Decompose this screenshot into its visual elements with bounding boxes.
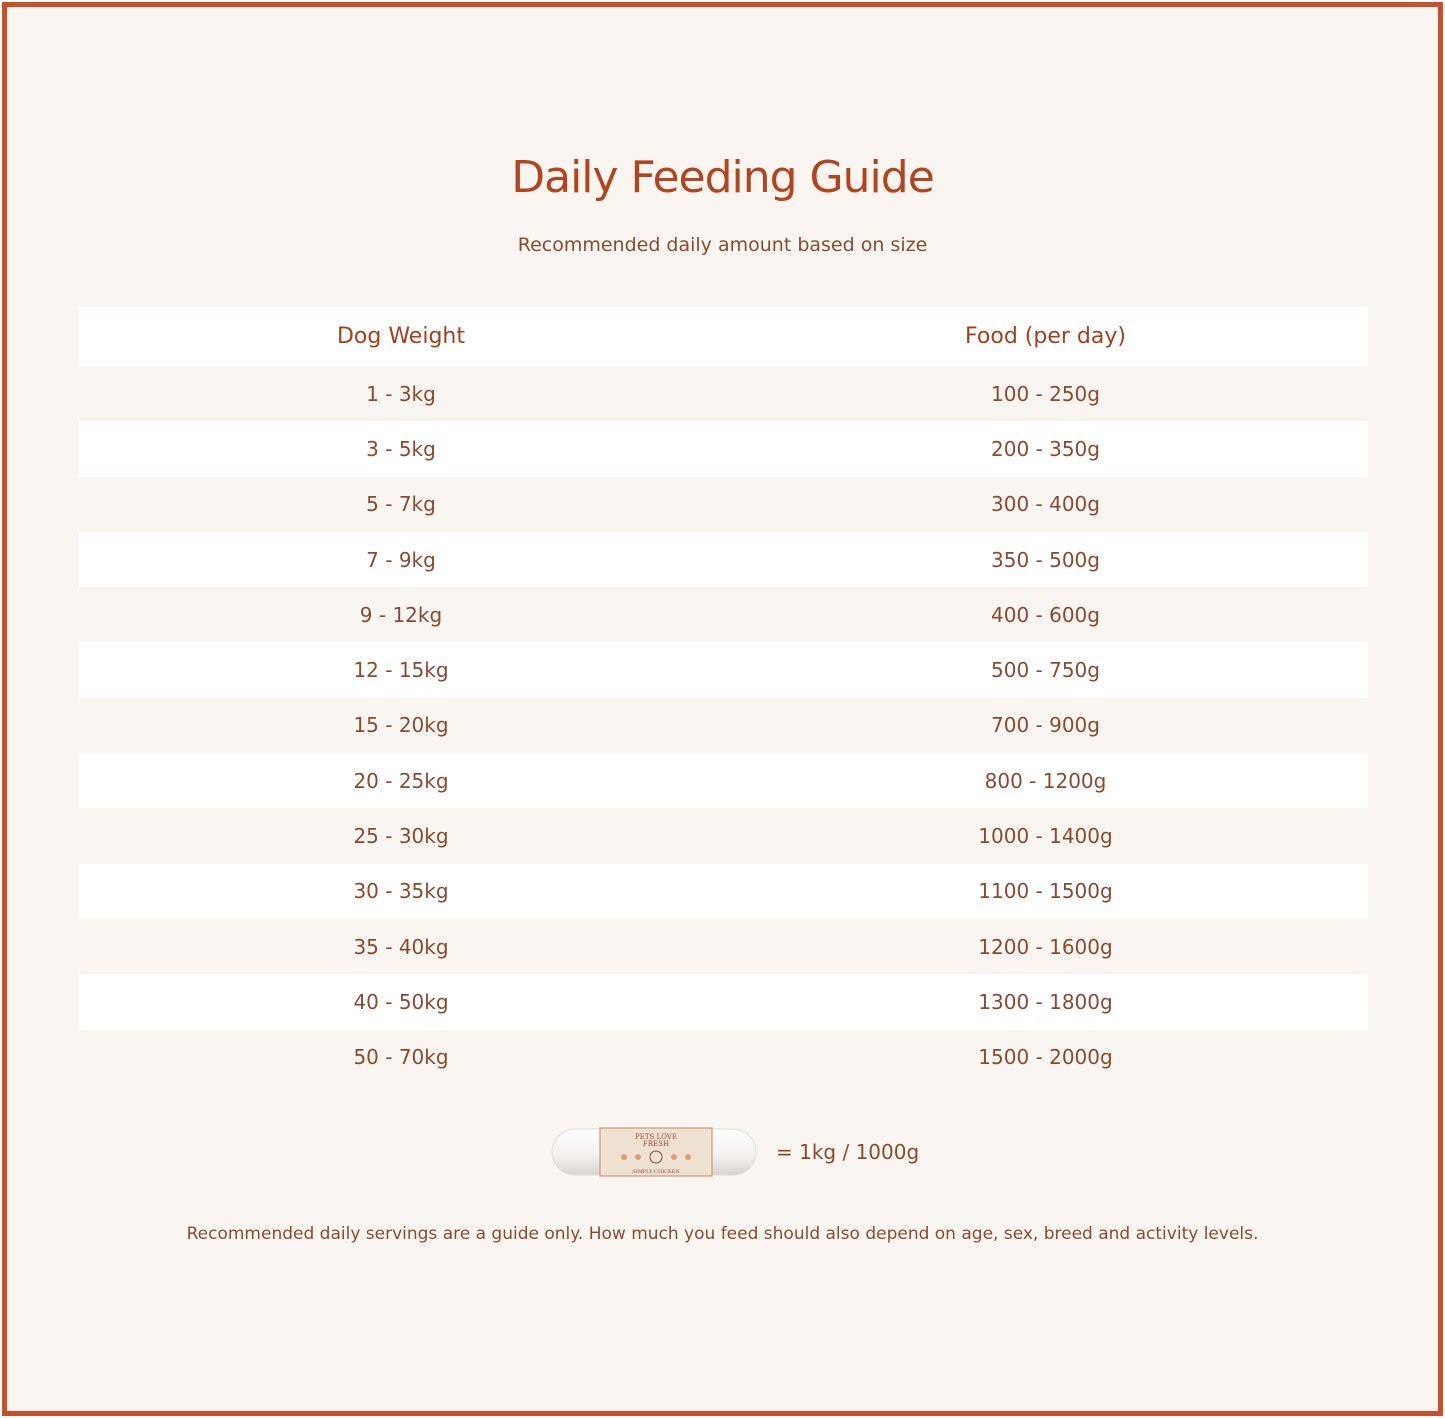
food-amount-cell: 1000 - 1400g — [978, 824, 1113, 849]
table-row: 1 - 3kg 100 - 250g — [79, 366, 1368, 421]
svg-text:SIMPLY CHICKEN: SIMPLY CHICKEN — [632, 1169, 680, 1175]
table-row: 50 - 70kg 1500 - 2000g — [79, 1030, 1368, 1085]
table-row: 25 - 30kg 1000 - 1400g — [79, 808, 1368, 863]
table-row: 12 - 15kg 500 - 750g — [79, 642, 1368, 698]
header-food-per-day: Food (per day) — [965, 324, 1126, 349]
svg-text:FRESH: FRESH — [643, 1140, 669, 1148]
food-amount-cell: 100 - 250g — [991, 381, 1100, 406]
table-row: 5 - 7kg 300 - 400g — [79, 477, 1368, 532]
table-header: Dog Weight Food (per day) — [79, 307, 1368, 366]
feeding-table: Dog Weight Food (per day) 1 - 3kg 100 - 2… — [79, 307, 1368, 1085]
dog-weight-cell: 40 - 50kg — [353, 989, 449, 1014]
food-amount-cell: 500 - 750g — [991, 658, 1100, 683]
page-title: Daily Feeding Guide — [511, 152, 935, 203]
dog-weight-cell: 20 - 25kg — [353, 768, 449, 793]
table-row: 30 - 35kg 1100 - 1500g — [79, 863, 1368, 919]
dog-weight-cell: 7 - 9kg — [366, 547, 436, 572]
food-amount-cell: 350 - 500g — [991, 547, 1100, 572]
dog-weight-cell: 35 - 40kg — [353, 934, 449, 959]
table-row: 40 - 50kg 1300 - 1800g — [79, 974, 1368, 1030]
food-amount-cell: 400 - 600g — [991, 602, 1100, 627]
dog-weight-cell: 50 - 70kg — [353, 1045, 449, 1070]
food-amount-cell: 1500 - 2000g — [978, 1045, 1113, 1070]
dog-weight-cell: 5 - 7kg — [366, 492, 436, 517]
table-row: 3 - 5kg 200 - 350g — [79, 421, 1368, 477]
food-amount-cell: 700 - 900g — [991, 713, 1100, 738]
table-row: 20 - 25kg 800 - 1200g — [79, 753, 1368, 809]
footnote: Recommended daily servings are a guide o… — [186, 1224, 1259, 1244]
dog-weight-cell: 25 - 30kg — [353, 824, 449, 849]
portion-legend: PETS LOVE FRESH SIMPLY CHICKEN = 1kg / 1… — [548, 1126, 919, 1178]
table-row: 9 - 12kg 400 - 600g — [79, 587, 1368, 642]
food-amount-cell: 1200 - 1600g — [978, 934, 1113, 959]
dog-weight-cell: 3 - 5kg — [366, 436, 436, 461]
food-roll-image: PETS LOVE FRESH SIMPLY CHICKEN — [551, 1127, 757, 1177]
dog-weight-cell: 12 - 15kg — [353, 658, 449, 683]
dog-weight-cell: 9 - 12kg — [359, 602, 443, 627]
portion-equivalence: = 1kg / 1000g — [776, 1140, 920, 1164]
page-subtitle: Recommended daily amount based on size — [517, 234, 928, 256]
table-row: 15 - 20kg 700 - 900g — [79, 698, 1368, 753]
food-amount-cell: 1300 - 1800g — [978, 989, 1113, 1014]
dog-weight-cell: 30 - 35kg — [353, 879, 449, 904]
header-dog-weight: Dog Weight — [336, 324, 465, 349]
food-amount-cell: 300 - 400g — [991, 492, 1100, 517]
table-row: 35 - 40kg 1200 - 1600g — [79, 919, 1368, 974]
table-row: 7 - 9kg 350 - 500g — [79, 531, 1368, 588]
food-amount-cell: 200 - 350g — [991, 436, 1100, 461]
food-amount-cell: 1100 - 1500g — [978, 879, 1113, 904]
svg-text:PETS LOVE: PETS LOVE — [635, 1133, 677, 1141]
dog-weight-cell: 15 - 20kg — [353, 713, 449, 738]
food-amount-cell: 800 - 1200g — [984, 768, 1107, 793]
dog-weight-cell: 1 - 3kg — [366, 381, 436, 406]
